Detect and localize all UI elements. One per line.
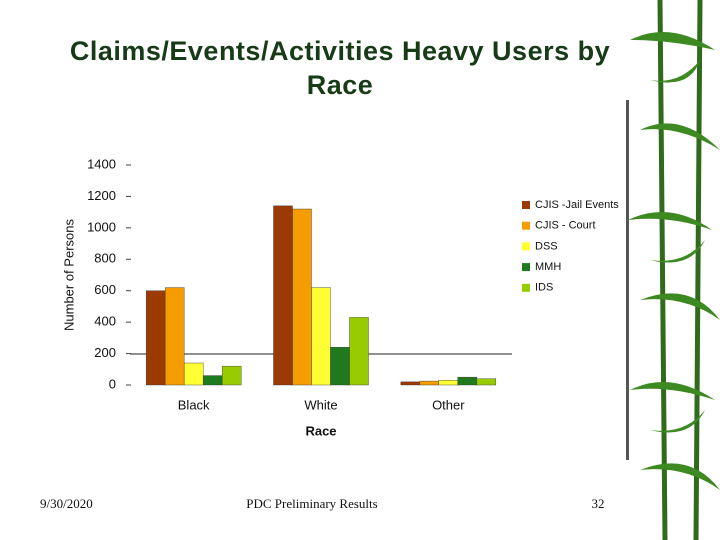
bar bbox=[349, 317, 369, 386]
bar bbox=[292, 208, 312, 386]
y-tick-label: 1000 bbox=[87, 219, 116, 234]
bamboo-decoration bbox=[626, 0, 720, 540]
y-tick-label: 1200 bbox=[87, 188, 116, 203]
bar bbox=[419, 380, 440, 386]
bar bbox=[400, 381, 421, 386]
divider bbox=[626, 100, 629, 460]
legend-label: IDS bbox=[535, 282, 553, 294]
x-tick-label: Black bbox=[178, 397, 210, 412]
legend-label: CJIS -Jail Events bbox=[535, 199, 619, 211]
bar bbox=[457, 376, 478, 386]
legend-swatch bbox=[522, 263, 530, 272]
x-tick-label: White bbox=[304, 397, 337, 412]
bar bbox=[164, 287, 185, 386]
bar bbox=[221, 365, 242, 386]
y-tick-label: 200 bbox=[94, 345, 116, 360]
legend-label: DSS bbox=[535, 240, 558, 252]
y-tick-label: 1400 bbox=[87, 156, 116, 171]
footer-title: PDC Preliminary Results bbox=[246, 496, 377, 511]
x-axis-label: Race bbox=[305, 423, 336, 438]
bar bbox=[145, 290, 166, 386]
bar bbox=[438, 380, 459, 386]
bar bbox=[273, 205, 293, 386]
y-tick-label: 400 bbox=[94, 314, 116, 329]
legend-label: CJIS - Court bbox=[535, 220, 596, 232]
y-axis-label: Number of Persons bbox=[61, 219, 76, 331]
footer-date: 9/30/2020 bbox=[40, 496, 93, 511]
y-tick-label: 0 bbox=[109, 376, 116, 391]
x-tick-label: Other bbox=[432, 397, 465, 412]
y-tick-label: 600 bbox=[94, 282, 116, 297]
bar bbox=[476, 378, 497, 386]
bamboo-leaf bbox=[628, 32, 720, 490]
chart-title: Claims/Events/Activities Heavy Users by … bbox=[69, 36, 611, 100]
page-number: 32 bbox=[592, 496, 605, 511]
legend-swatch bbox=[522, 201, 530, 209]
legend-label: MMH bbox=[535, 261, 561, 273]
bamboo-bg bbox=[640, 0, 720, 540]
legend-swatch bbox=[522, 283, 530, 292]
bar bbox=[202, 375, 223, 386]
legend-swatch bbox=[522, 221, 530, 230]
bar bbox=[330, 347, 350, 386]
bar bbox=[311, 287, 331, 386]
legend-swatch bbox=[522, 242, 530, 251]
bar bbox=[183, 362, 204, 386]
bamboo-stalk bbox=[657, 0, 703, 540]
y-tick-label: 800 bbox=[94, 251, 116, 266]
